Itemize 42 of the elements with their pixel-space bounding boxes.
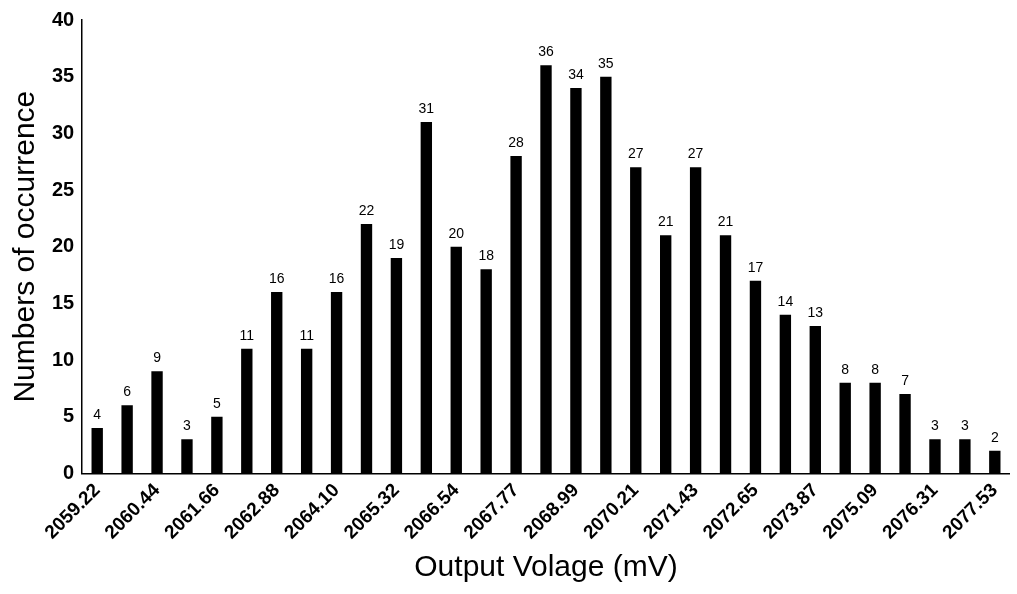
data-label: 7 [901,371,910,388]
y-tick-label: 5 [63,404,75,427]
y-tick-label: 10 [52,347,75,370]
data-label: 6 [123,383,132,400]
data-label: 8 [871,360,880,377]
y-axis-title: Numbers of occurrence [7,90,41,403]
data-label: 16 [328,269,345,286]
data-label: 4 [93,405,102,422]
y-tick-label: 35 [52,64,75,87]
data-label: 8 [841,360,850,377]
y-tick-label: 40 [52,7,75,30]
data-label: 16 [268,269,285,286]
data-label: 18 [478,247,495,264]
data-label: 3 [931,417,940,434]
data-label: 20 [448,224,465,241]
y-tick-label: 15 [52,290,75,313]
data-label: 31 [418,99,435,116]
data-label: 27 [627,145,644,162]
data-label: 19 [388,235,405,252]
x-axis-title: Output Volage (mV) [414,549,678,583]
data-label: 17 [747,258,764,275]
data-label: 11 [239,326,255,343]
y-tick-label: 25 [52,177,75,200]
data-label: 3 [960,417,969,434]
data-label: 14 [777,292,794,309]
data-label: 28 [508,133,525,150]
y-tick-label: 30 [52,120,75,143]
data-label: 34 [568,65,584,82]
data-label: 3 [183,417,192,434]
data-label: 11 [299,326,315,343]
y-tick-label: 20 [52,234,75,257]
data-label: 22 [358,201,375,218]
data-label: 36 [538,43,555,60]
data-label: 2 [990,428,999,445]
data-label: 5 [212,394,221,411]
data-label: 21 [717,213,734,230]
data-label: 27 [687,145,704,162]
data-label: 21 [657,213,674,230]
data-label: 13 [807,303,824,320]
y-tick-label: 0 [63,460,75,483]
data-label: 35 [598,54,614,71]
data-label: 9 [153,349,162,366]
